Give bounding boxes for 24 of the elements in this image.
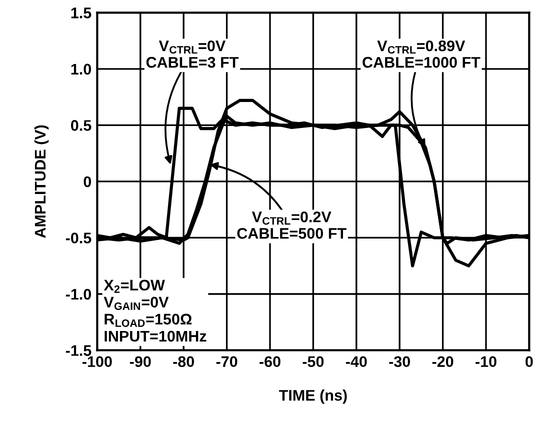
x-tick-label: 0 bbox=[526, 356, 533, 368]
y-tick-label: 1.0 bbox=[71, 64, 92, 75]
y-tick-label: -1.0 bbox=[66, 288, 92, 300]
x-tick-label: -60 bbox=[260, 356, 280, 368]
x-tick-label: -80 bbox=[173, 356, 194, 368]
x-axis-title: TIME (ns) bbox=[279, 390, 347, 404]
y-tick-label: 0.5 bbox=[71, 120, 92, 131]
x-tick-label: -70 bbox=[216, 356, 238, 368]
annotation: V$_{CTRL}$=0.89V CABLE=1000 FT bbox=[362, 40, 480, 68]
y-tick-label: 1.5 bbox=[71, 8, 92, 18]
x-tick-label: -20 bbox=[432, 356, 454, 368]
x-tick-label: -30 bbox=[389, 356, 410, 368]
x-tick-label: -40 bbox=[346, 356, 367, 368]
y-tick-label: 0 bbox=[84, 176, 92, 188]
y-tick-label: -0.5 bbox=[66, 232, 92, 244]
annotation: V$_{CTRL}$=0.2V CABLE=500 FT bbox=[237, 212, 346, 239]
y-axis-title: AMPLITUDE (V) bbox=[34, 125, 49, 238]
annotation: V$_{CTRL}$=0V CABLE=3 FT bbox=[146, 40, 239, 68]
y-tick-label: -1.5 bbox=[66, 345, 92, 356]
x-tick-label: -50 bbox=[302, 356, 324, 368]
text: X$_{2}$=LOW V$_{GAIN}$=0V R$_{LOAD}$=150Ω INPUT=10MHz bbox=[104, 280, 206, 342]
x-tick-label: -90 bbox=[130, 356, 151, 368]
x-tick-label: -10 bbox=[476, 356, 496, 368]
x-tick-label: -100 bbox=[82, 356, 112, 368]
